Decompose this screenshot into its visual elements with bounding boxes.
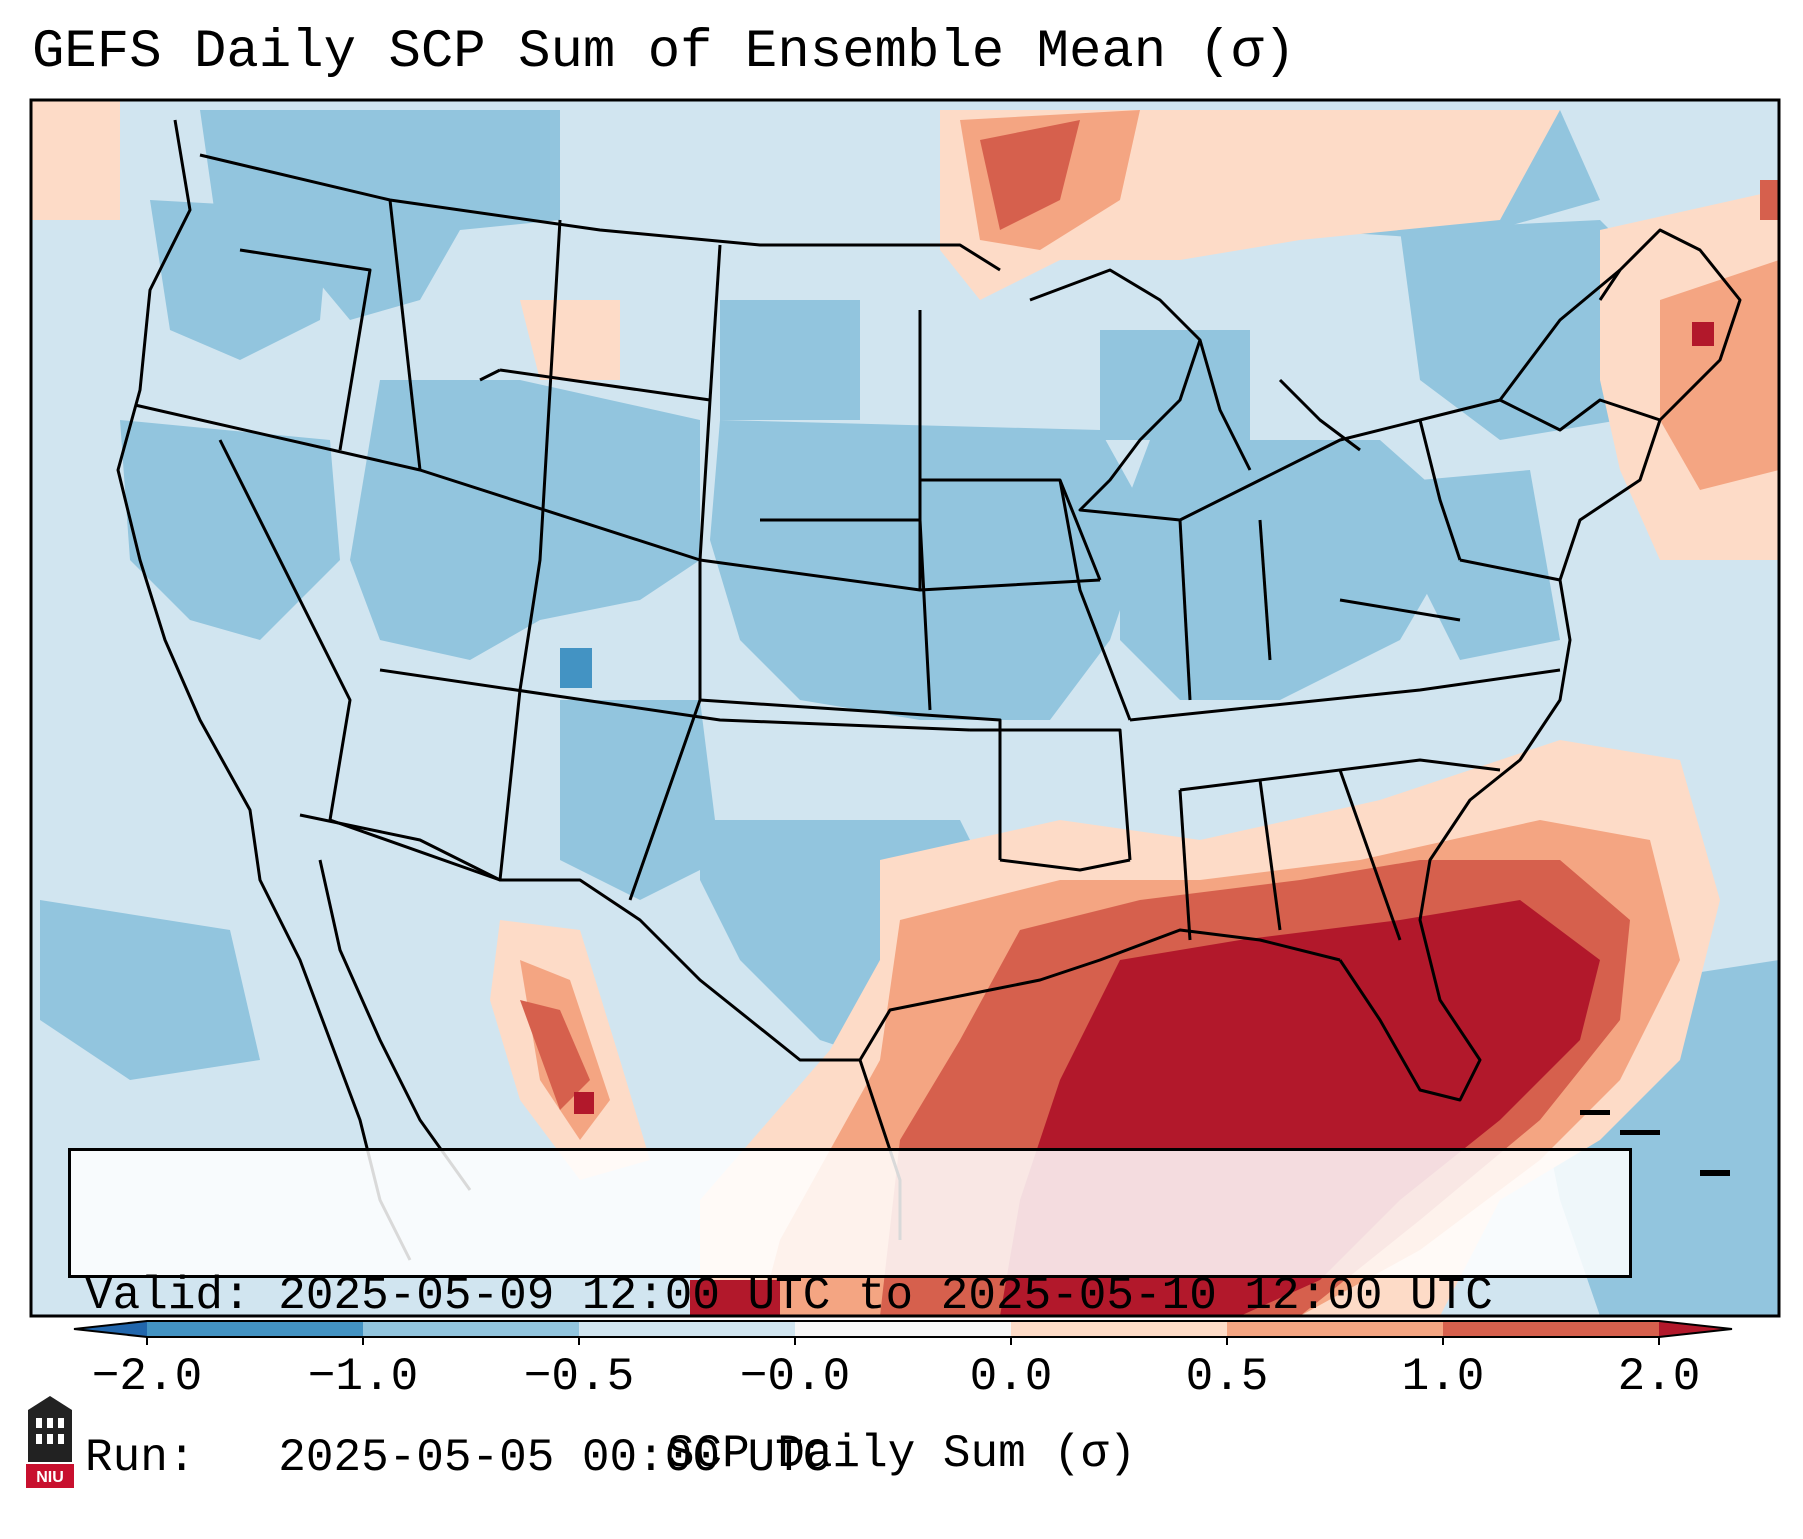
colorbar-segment [795, 1321, 1012, 1337]
logo-text: NIU [36, 1469, 64, 1486]
map-title: GEFS Daily SCP Sum of Ensemble Mean (σ) [32, 22, 1296, 83]
colorbar-tick-label: −0.0 [740, 1351, 850, 1403]
validity-info-box: Valid: 2025-05-09 12:00 UTC to 2025-05-1… [68, 1148, 1632, 1484]
colorbar-tick-label: 1.0 [1402, 1351, 1485, 1403]
run-value: 2025-05-05 00:00 UTC [278, 1432, 831, 1484]
valid-line: Valid: 2025-05-09 12:00 UTC to 2025-05-1… [85, 1269, 1615, 1323]
min-cell [560, 648, 592, 688]
colorbar-tick-label: 2.0 [1618, 1351, 1701, 1403]
boundaries [116, 119, 1742, 1261]
niu-logo: NIU [26, 1396, 74, 1488]
colorbar-segment [1227, 1321, 1444, 1337]
colorbar-tick-label: 0.0 [970, 1351, 1053, 1403]
colorbar-tick-label: −0.5 [524, 1351, 634, 1403]
colorbar-tick-label: −1.0 [308, 1351, 418, 1403]
colorbar-segment [147, 1321, 364, 1337]
valid-value: 2025-05-09 12:00 UTC to 2025-05-10 12:00… [278, 1270, 1493, 1322]
run-label: Run: [85, 1432, 196, 1484]
caribbean-islands [1580, 1110, 1730, 1176]
colorbar-segment [1011, 1321, 1228, 1337]
colorbar-segment [579, 1321, 796, 1337]
colorbar-segment [1443, 1321, 1660, 1337]
colorbar: −2.0 −1.0 −0.5 −0.0 0.0 0.5 1.0 2.0 [73, 1320, 1733, 1403]
colorbar-extend-low [74, 1321, 147, 1337]
colorbar-tick-label: 0.5 [1186, 1351, 1269, 1403]
colorbar-extend-high [1659, 1321, 1732, 1337]
colorbar-tick-label: −2.0 [92, 1351, 202, 1403]
map-frame [29, 98, 1781, 1318]
valid-label: Valid: [85, 1270, 251, 1322]
scp-field [31, 100, 1779, 1316]
colorbar-label: SCP Daily Sum (σ) [666, 1428, 1137, 1480]
map-canvas: −2.0 −1.0 −0.5 −0.0 0.0 0.5 1.0 2.0 [29, 98, 1781, 1403]
run-line: Run: 2025-05-05 00:00 UTC [85, 1431, 1615, 1485]
colorbar-segment [363, 1321, 580, 1337]
